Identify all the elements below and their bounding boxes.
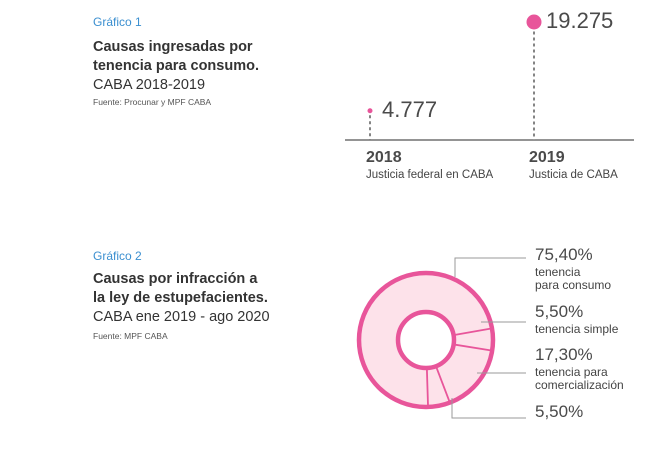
chart1-value-label-2018: 4.777 [382,96,438,122]
slice-label-consumo-line-1: tenencia [535,265,581,279]
divider-simple-comercializacion [435,365,451,403]
chart1-point-2019 [526,14,542,30]
slice-pct-otro: 5,50% [535,402,584,421]
chart2-tag: Gráfico 2 [93,249,142,263]
chart1-tag: Gráfico 1 [93,15,142,29]
chart1-category-label-2018: Justicia federal en CABA [366,169,494,181]
chart2-source: Fuente: MPF CABA [93,331,168,341]
slice-label-comercializacion-line-2: comercialización [535,378,624,392]
slice-label-consumo: tenencia para consumo [535,266,611,292]
leader-line-consumo [454,257,526,277]
leader-line-otro [451,398,526,419]
slice-pct-simple: 5,50% [535,302,584,321]
chart2-title-line-2: la ley de estupefacientes. [93,290,268,306]
chart1-value-label-2019: 19.275 [546,8,614,33]
chart2-title-line-1: Causas por infracción a [93,271,258,287]
slice-label-simple: tenencia simple [535,322,619,336]
divider-consumo-simple [453,343,493,352]
slice-pct-consumo: 75,40% [535,245,593,264]
donut-hole [395,309,457,371]
chart1-category-2018: 2018 [366,149,402,166]
chart1-title: Causas ingresadas por tenencia para cons… [93,38,259,76]
chart1-title-line-1: Causas ingresadas por [93,39,253,55]
chart2-subtitle: CABA ene 2019 - ago 2020 [93,309,270,325]
chart1-title-line-2: tenencia para consumo. [93,58,259,74]
chart2-title: Causas por infracción a la ley de estupe… [93,270,268,308]
slice-pct-comercializacion: 17,30% [535,345,593,364]
divider-comercializacion-otro [425,367,429,407]
slice-label-comercializacion-line-1: tenencia para [535,365,608,379]
chart1-category-label-2019: Justicia de CABA [529,169,618,181]
slice-label-comercializacion: tenencia para comercialización [535,366,624,392]
chart1-category-2019: 2019 [529,149,565,166]
slice-label-consumo-line-2: para consumo [535,278,612,292]
chart1-source: Fuente: Procunar y MPF CABA [93,97,212,107]
chart1-subtitle: CABA 2018-2019 [93,77,206,93]
chart1-point-2018 [367,108,373,114]
divider-start-consumo [453,327,493,337]
